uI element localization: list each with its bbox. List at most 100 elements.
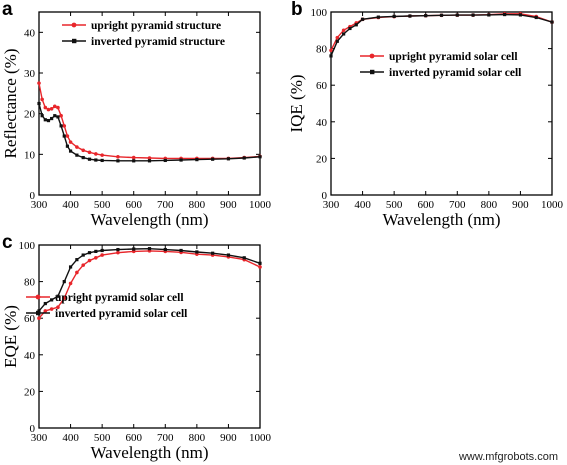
data-point — [195, 250, 199, 254]
data-point — [424, 14, 428, 18]
legend-marker — [71, 22, 77, 28]
y-tick-label: 0 — [30, 190, 36, 202]
data-point — [40, 97, 44, 102]
y-tick-label: 20 — [24, 386, 36, 398]
data-point — [53, 114, 57, 118]
y-tick-label: 80 — [24, 277, 36, 289]
data-point — [503, 12, 507, 17]
data-point — [94, 152, 98, 156]
y-tick-label: 40 — [24, 350, 36, 362]
plot-frame — [38, 244, 261, 429]
data-point — [75, 153, 79, 157]
data-point — [116, 247, 120, 252]
x-axis-title: Wavelength (nm) — [90, 210, 208, 229]
x-tick-label: 600 — [125, 199, 142, 211]
data-point — [94, 256, 98, 260]
x-tick-label: 400 — [354, 199, 371, 211]
data-point — [550, 20, 554, 24]
data-point — [81, 155, 85, 160]
data-point — [226, 253, 231, 257]
legend-marker — [370, 69, 375, 75]
series-inverted: inverted pyramid structure — [37, 36, 262, 163]
x-axis-title: Wavelength (nm) — [90, 443, 208, 462]
data-point — [100, 248, 104, 253]
data-point — [65, 144, 70, 148]
data-point — [50, 298, 54, 302]
panel-letter-a: a — [2, 0, 13, 20]
data-point — [341, 28, 346, 33]
data-point — [75, 270, 79, 275]
data-point — [52, 104, 57, 109]
y-tick-label: 0 — [30, 423, 36, 435]
x-tick-label: 900 — [512, 199, 529, 211]
legend-label: upright pyramid solar cell — [389, 51, 518, 63]
data-point — [94, 158, 98, 162]
x-tick-label: 600 — [125, 432, 142, 444]
legend-label: inverted pyramid structure — [91, 36, 225, 48]
data-point — [87, 251, 92, 255]
series-upright: upright pyramid solar cell — [26, 249, 262, 321]
data-point — [147, 156, 152, 160]
data-point — [342, 32, 346, 36]
data-point — [81, 253, 85, 257]
x-tick-label: 800 — [189, 199, 206, 211]
data-point — [37, 81, 41, 85]
x-tick-label: 300 — [31, 199, 48, 211]
x-tick-label: 300 — [323, 199, 340, 211]
data-point — [62, 124, 67, 128]
data-point — [132, 247, 136, 251]
data-point — [408, 14, 412, 18]
data-point — [116, 250, 120, 255]
x-tick-label: 500 — [386, 199, 403, 211]
data-point — [195, 158, 199, 162]
legend-marker — [369, 53, 375, 59]
y-tick-label: 10 — [24, 149, 36, 161]
legend-label: upright pyramid structure — [91, 20, 221, 32]
data-point — [40, 114, 44, 118]
data-point — [116, 159, 120, 163]
data-point — [163, 247, 167, 252]
data-point — [242, 156, 246, 160]
data-point — [335, 35, 340, 40]
data-point — [329, 48, 333, 53]
data-point — [116, 154, 120, 159]
data-point — [62, 280, 66, 284]
data-point — [335, 39, 339, 43]
data-point — [68, 149, 73, 153]
data-point — [37, 316, 41, 321]
data-point — [56, 105, 60, 110]
data-point — [87, 258, 92, 263]
data-point — [56, 305, 60, 310]
data-point — [46, 107, 51, 112]
x-tick-label: 900 — [220, 432, 237, 444]
data-point — [43, 301, 47, 306]
data-point — [65, 134, 70, 138]
data-point — [43, 309, 48, 313]
data-point — [242, 256, 246, 260]
legend-marker — [36, 310, 41, 316]
data-point — [68, 281, 73, 286]
data-point — [211, 251, 215, 255]
data-point — [147, 247, 152, 251]
data-point — [50, 116, 54, 121]
y-tick-label: 30 — [24, 68, 36, 80]
x-axis-title: Wavelength (nm) — [382, 210, 500, 229]
data-point — [132, 159, 136, 163]
data-point — [43, 105, 48, 110]
data-point — [75, 258, 79, 262]
data-point — [163, 158, 167, 163]
legend-label: upright pyramid solar cell — [55, 292, 184, 304]
data-point — [179, 158, 183, 162]
x-tick-label: 500 — [94, 432, 111, 444]
data-point — [75, 145, 79, 149]
series-inverted: inverted pyramid solar cell — [26, 247, 262, 320]
y-tick-label: 20 — [316, 153, 328, 165]
x-tick-label: 1000 — [249, 199, 272, 211]
data-point — [131, 155, 136, 160]
data-point — [471, 13, 475, 17]
data-point — [518, 13, 523, 17]
legend-label: inverted pyramid solar cell — [55, 308, 187, 320]
watermark-text: www.mfgrobots.com — [458, 451, 558, 463]
data-point — [226, 157, 231, 161]
series-line — [38, 83, 261, 160]
